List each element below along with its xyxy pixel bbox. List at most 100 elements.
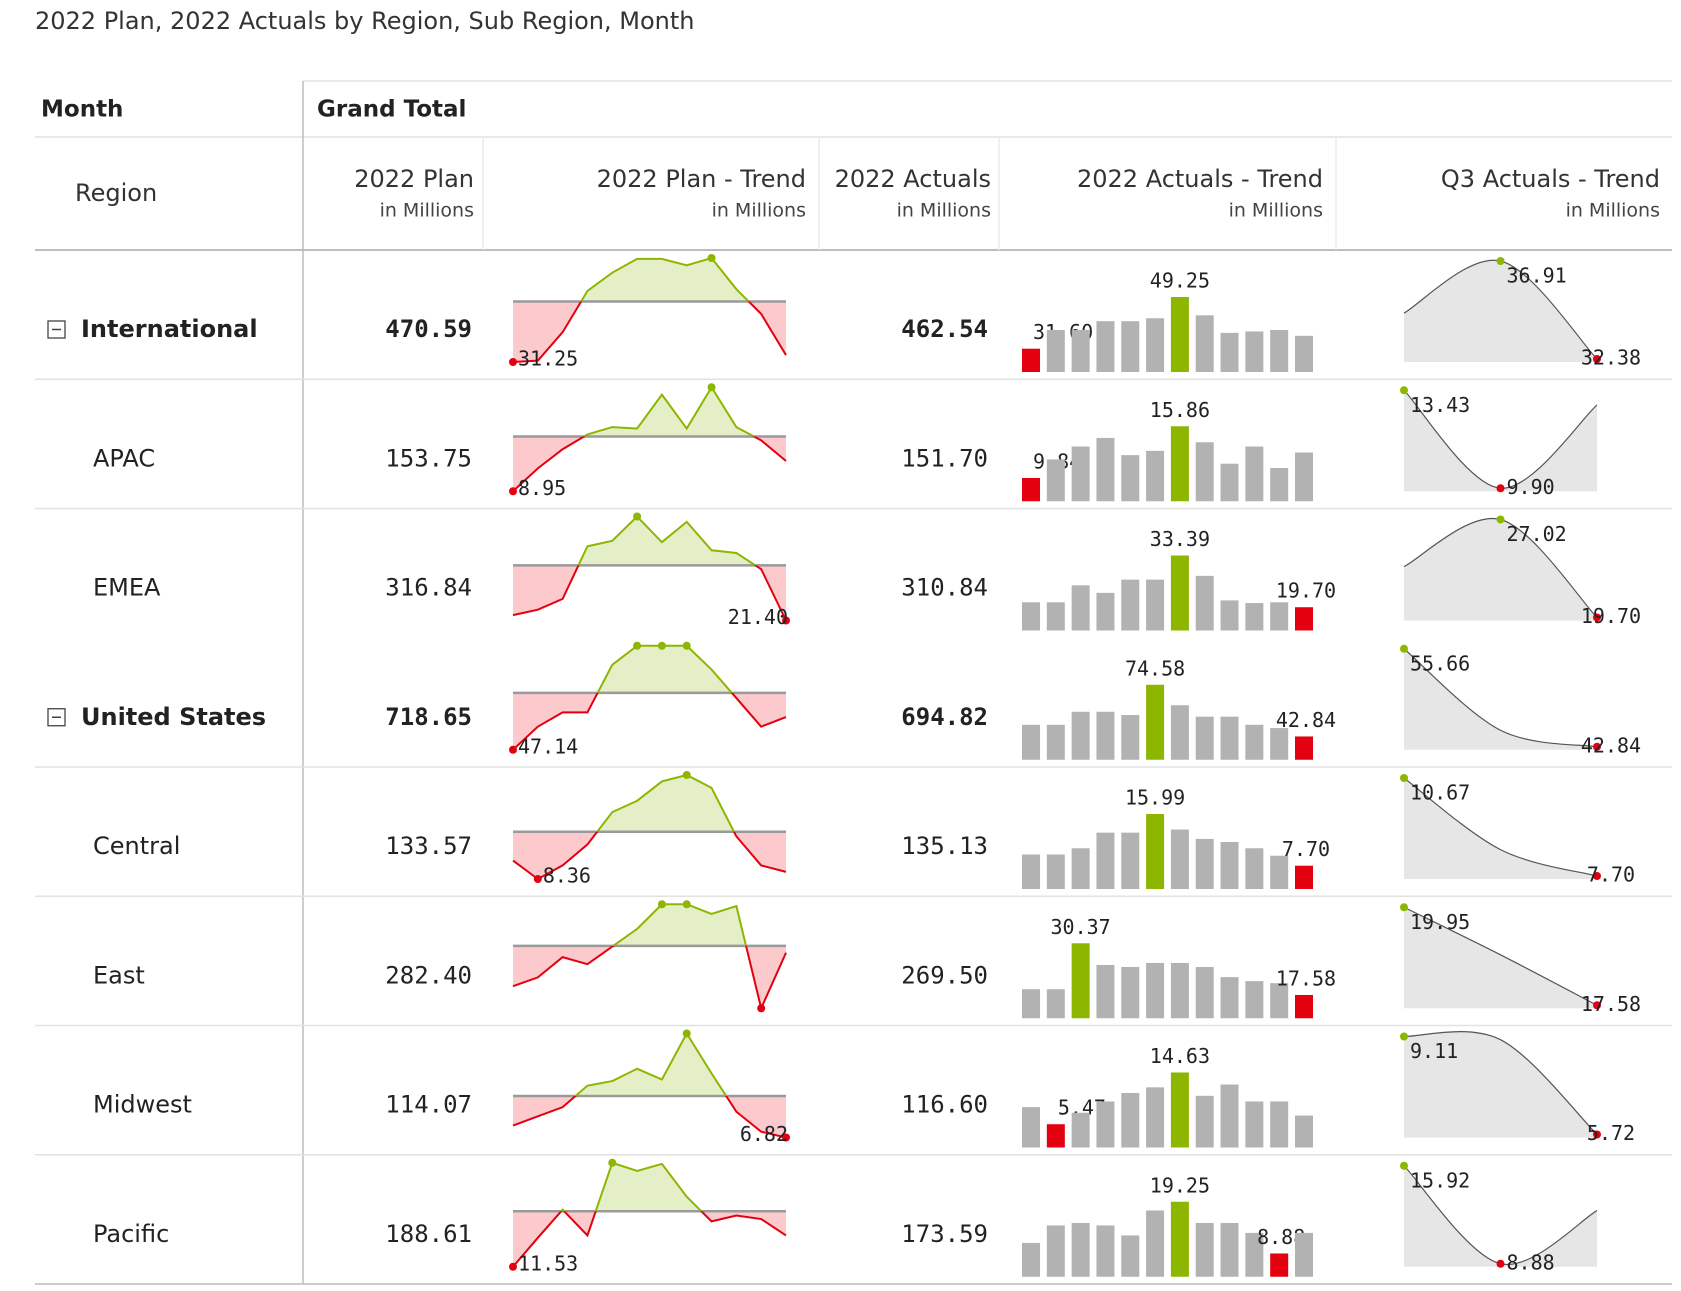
region-label: United States (81, 703, 266, 731)
actuals-bar (1096, 964, 1115, 1019)
actuals-bar (1046, 602, 1065, 631)
collapse-toggle[interactable] (47, 708, 66, 727)
plan-trend-line-below (512, 436, 787, 492)
actuals-bar (1046, 854, 1065, 889)
plan-trend-line-below (512, 301, 787, 363)
actuals-bar-max (1071, 943, 1090, 1019)
q3-trend-min-dot (1496, 484, 1505, 493)
actuals-bar (1146, 450, 1165, 502)
actuals-bar (1170, 829, 1189, 889)
column-title: 2022 Actuals (835, 165, 991, 193)
actuals-bar (1121, 321, 1140, 372)
plan-value: 316.84 (385, 574, 472, 602)
q3-trend-label: 8.88 (1507, 1250, 1555, 1274)
actuals-bar (1071, 446, 1090, 502)
actuals-bar (1022, 854, 1040, 889)
plan-trend-area-below (513, 1095, 786, 1138)
q3-trend-label: 19.70 (1581, 604, 1641, 628)
actuals-bar-max (1170, 426, 1189, 502)
actuals-bar (1270, 1101, 1289, 1148)
plan-trend-area-above (513, 1162, 786, 1212)
region-label: Pacific (93, 1220, 169, 1248)
q3-trend-max-dot (1496, 515, 1505, 524)
actuals-bar (1022, 1107, 1040, 1148)
q3-trend-area (1404, 778, 1597, 879)
plan-trend-label: 8.95 (518, 476, 566, 500)
actuals-trend-label: 49.25 (1150, 269, 1210, 293)
actuals-bar-min (1295, 607, 1313, 631)
plan-trend-line-below (512, 831, 787, 881)
q3-trend-label: 36.91 (1507, 264, 1567, 288)
plan-trend-area-above (513, 1033, 786, 1096)
actuals-bar (1195, 442, 1214, 502)
actuals-bar (1096, 832, 1115, 889)
actuals-bar (1046, 724, 1065, 760)
plan-trend-line-above (579, 256, 751, 302)
q3-trend-max-dot (1400, 386, 1408, 395)
column-subtitle: in Millions (897, 200, 991, 222)
actuals-bar-max (1170, 1201, 1189, 1277)
plan-trend-line-below (512, 565, 787, 621)
actuals-value: 151.70 (901, 444, 988, 472)
actuals-bar (1295, 452, 1313, 502)
actuals-bar-min (1022, 348, 1040, 372)
actuals-bar-min (1046, 1124, 1065, 1148)
actuals-bar-max (1170, 297, 1189, 372)
plan-trend-area-below (513, 565, 786, 621)
plan-trend-line-above (573, 1031, 728, 1096)
plan-value: 188.61 (385, 1220, 472, 1248)
plan-trend-line-below (512, 1095, 787, 1139)
actuals-bar (1146, 579, 1165, 631)
actuals-trend-label: 42.84 (1276, 708, 1336, 732)
actuals-value: 116.60 (901, 1091, 988, 1119)
actuals-bar-max (1146, 814, 1165, 889)
q3-trend-label: 19.95 (1410, 910, 1470, 934)
grand-total-header: Grand Total (317, 97, 466, 123)
actuals-bar (1270, 855, 1289, 889)
plan-trend-min-dot (782, 1133, 790, 1142)
actuals-bar (1071, 848, 1090, 889)
plan-trend-line-below (512, 692, 787, 751)
actuals-value: 269.50 (901, 961, 988, 989)
plan-trend-max-dot (633, 641, 642, 650)
region-label: EMEA (93, 574, 161, 602)
plan-trend-area-below (513, 831, 786, 879)
actuals-bar-min (1270, 1253, 1289, 1277)
plan-trend-label: 31.25 (518, 347, 578, 371)
actuals-bar (1220, 1222, 1239, 1277)
plan-trend-line-above (611, 903, 748, 946)
plan-trend-area-above (613, 904, 747, 946)
q3-trend-area (1404, 260, 1597, 362)
q3-trend-area (1404, 518, 1597, 621)
q3-trend-label: 7.70 (1587, 863, 1635, 887)
actuals-bar (1071, 1222, 1090, 1277)
actuals-bar-min (1295, 994, 1313, 1019)
plan-trend-line-below (512, 945, 787, 1012)
region-label: International (81, 315, 258, 343)
actuals-trend-label: 7.70 (1282, 837, 1330, 861)
actuals-bar (1121, 966, 1140, 1019)
actuals-bar (1022, 724, 1040, 760)
actuals-bar (1121, 832, 1140, 889)
actuals-bar (1195, 966, 1214, 1019)
q3-trend-label: 32.38 (1581, 346, 1641, 370)
q3-trend-label: 5.72 (1587, 1121, 1635, 1145)
actuals-value: 135.13 (901, 832, 988, 860)
collapse-toggle[interactable] (47, 320, 66, 339)
actuals-bar (1245, 1232, 1264, 1277)
column-title: Q3 Actuals - Trend (1441, 165, 1660, 193)
actuals-bar (1245, 603, 1264, 631)
actuals-bar (1195, 1095, 1214, 1148)
actuals-bar (1220, 716, 1239, 760)
actuals-bar (1071, 585, 1090, 631)
actuals-bar (1245, 331, 1264, 372)
actuals-bar (1146, 1087, 1165, 1148)
plan-trend-line-above (559, 1161, 703, 1212)
actuals-bar-max (1146, 684, 1165, 760)
actuals-bar (1121, 1235, 1140, 1277)
actuals-bar (1195, 838, 1214, 889)
q3-trend-area (1404, 1031, 1597, 1138)
actuals-bar (1245, 446, 1264, 502)
actuals-value: 173.59 (901, 1220, 988, 1248)
plan-trend-area-above (513, 775, 786, 832)
